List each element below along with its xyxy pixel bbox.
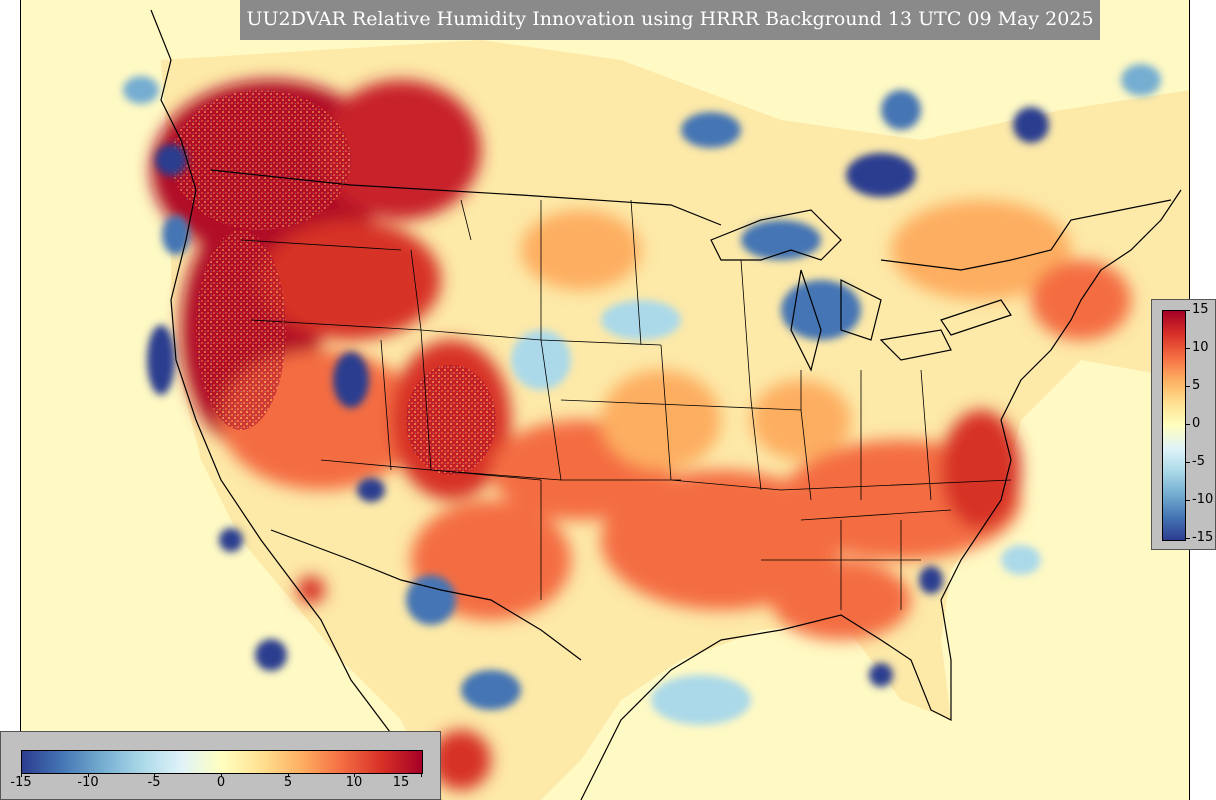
vertical-colorbar-tick [1185,386,1190,387]
horizontal-colorbar-tick [154,773,155,777]
pacific-coastline [150,9,442,800]
horizontal-colorbar-label: -15 [10,775,32,790]
vertical-colorbar-label: -5 [1192,454,1205,469]
great-lakes [710,209,1012,372]
vertical-colorbar-gradient [1162,310,1186,541]
vertical-colorbar-tick [1185,500,1190,501]
vertical-colorbar-label: 15 [1192,302,1209,317]
vertical-colorbar-label: 10 [1192,340,1209,355]
atlantic-coastline [1000,189,1182,421]
horizontal-colorbar-tick [354,773,355,777]
vertical-colorbar: 15 10 5 0 -5 -10 -15 [1151,299,1216,550]
vertical-colorbar-tick [1185,538,1190,539]
horizontal-colorbar-label: 5 [283,775,293,790]
vertical-colorbar-tick [1185,462,1190,463]
vertical-colorbar-label: 0 [1192,416,1201,431]
vertical-colorbar-tick [1185,348,1190,349]
vertical-colorbar-tick [1185,424,1190,425]
horizontal-colorbar-tick [421,773,422,777]
horizontal-colorbar-label: -10 [77,775,99,790]
vertical-colorbar-label: -10 [1192,492,1214,507]
horizontal-colorbar-tick [21,773,22,777]
horizontal-colorbar-tick [221,773,222,777]
horizontal-colorbar-tick [288,773,289,777]
horizontal-colorbar-gradient [21,750,423,774]
horizontal-colorbar-label: 10 [345,775,363,790]
map-title: UU2DVAR Relative Humidity Innovation usi… [240,0,1100,40]
coastline-and-borders [150,9,1182,800]
horizontal-colorbar-label: 0 [216,775,226,790]
vertical-colorbar-label: 5 [1192,378,1201,393]
horizontal-colorbar-label: -5 [147,775,161,790]
canada-border [210,169,1172,271]
map-panel [20,0,1190,800]
gulf-coastline [580,419,1012,800]
horizontal-colorbar: -15 -10 -5 0 5 10 15 [0,731,441,800]
state-lines [240,199,1012,610]
mexico-border [270,529,582,661]
vertical-colorbar-label: -15 [1192,530,1214,545]
horizontal-colorbar-tick [88,773,89,777]
humidity-map [21,0,1189,800]
vertical-colorbar-tick [1185,310,1190,311]
terrain-noise [171,90,496,475]
horizontal-colorbar-label: 15 [392,775,410,790]
